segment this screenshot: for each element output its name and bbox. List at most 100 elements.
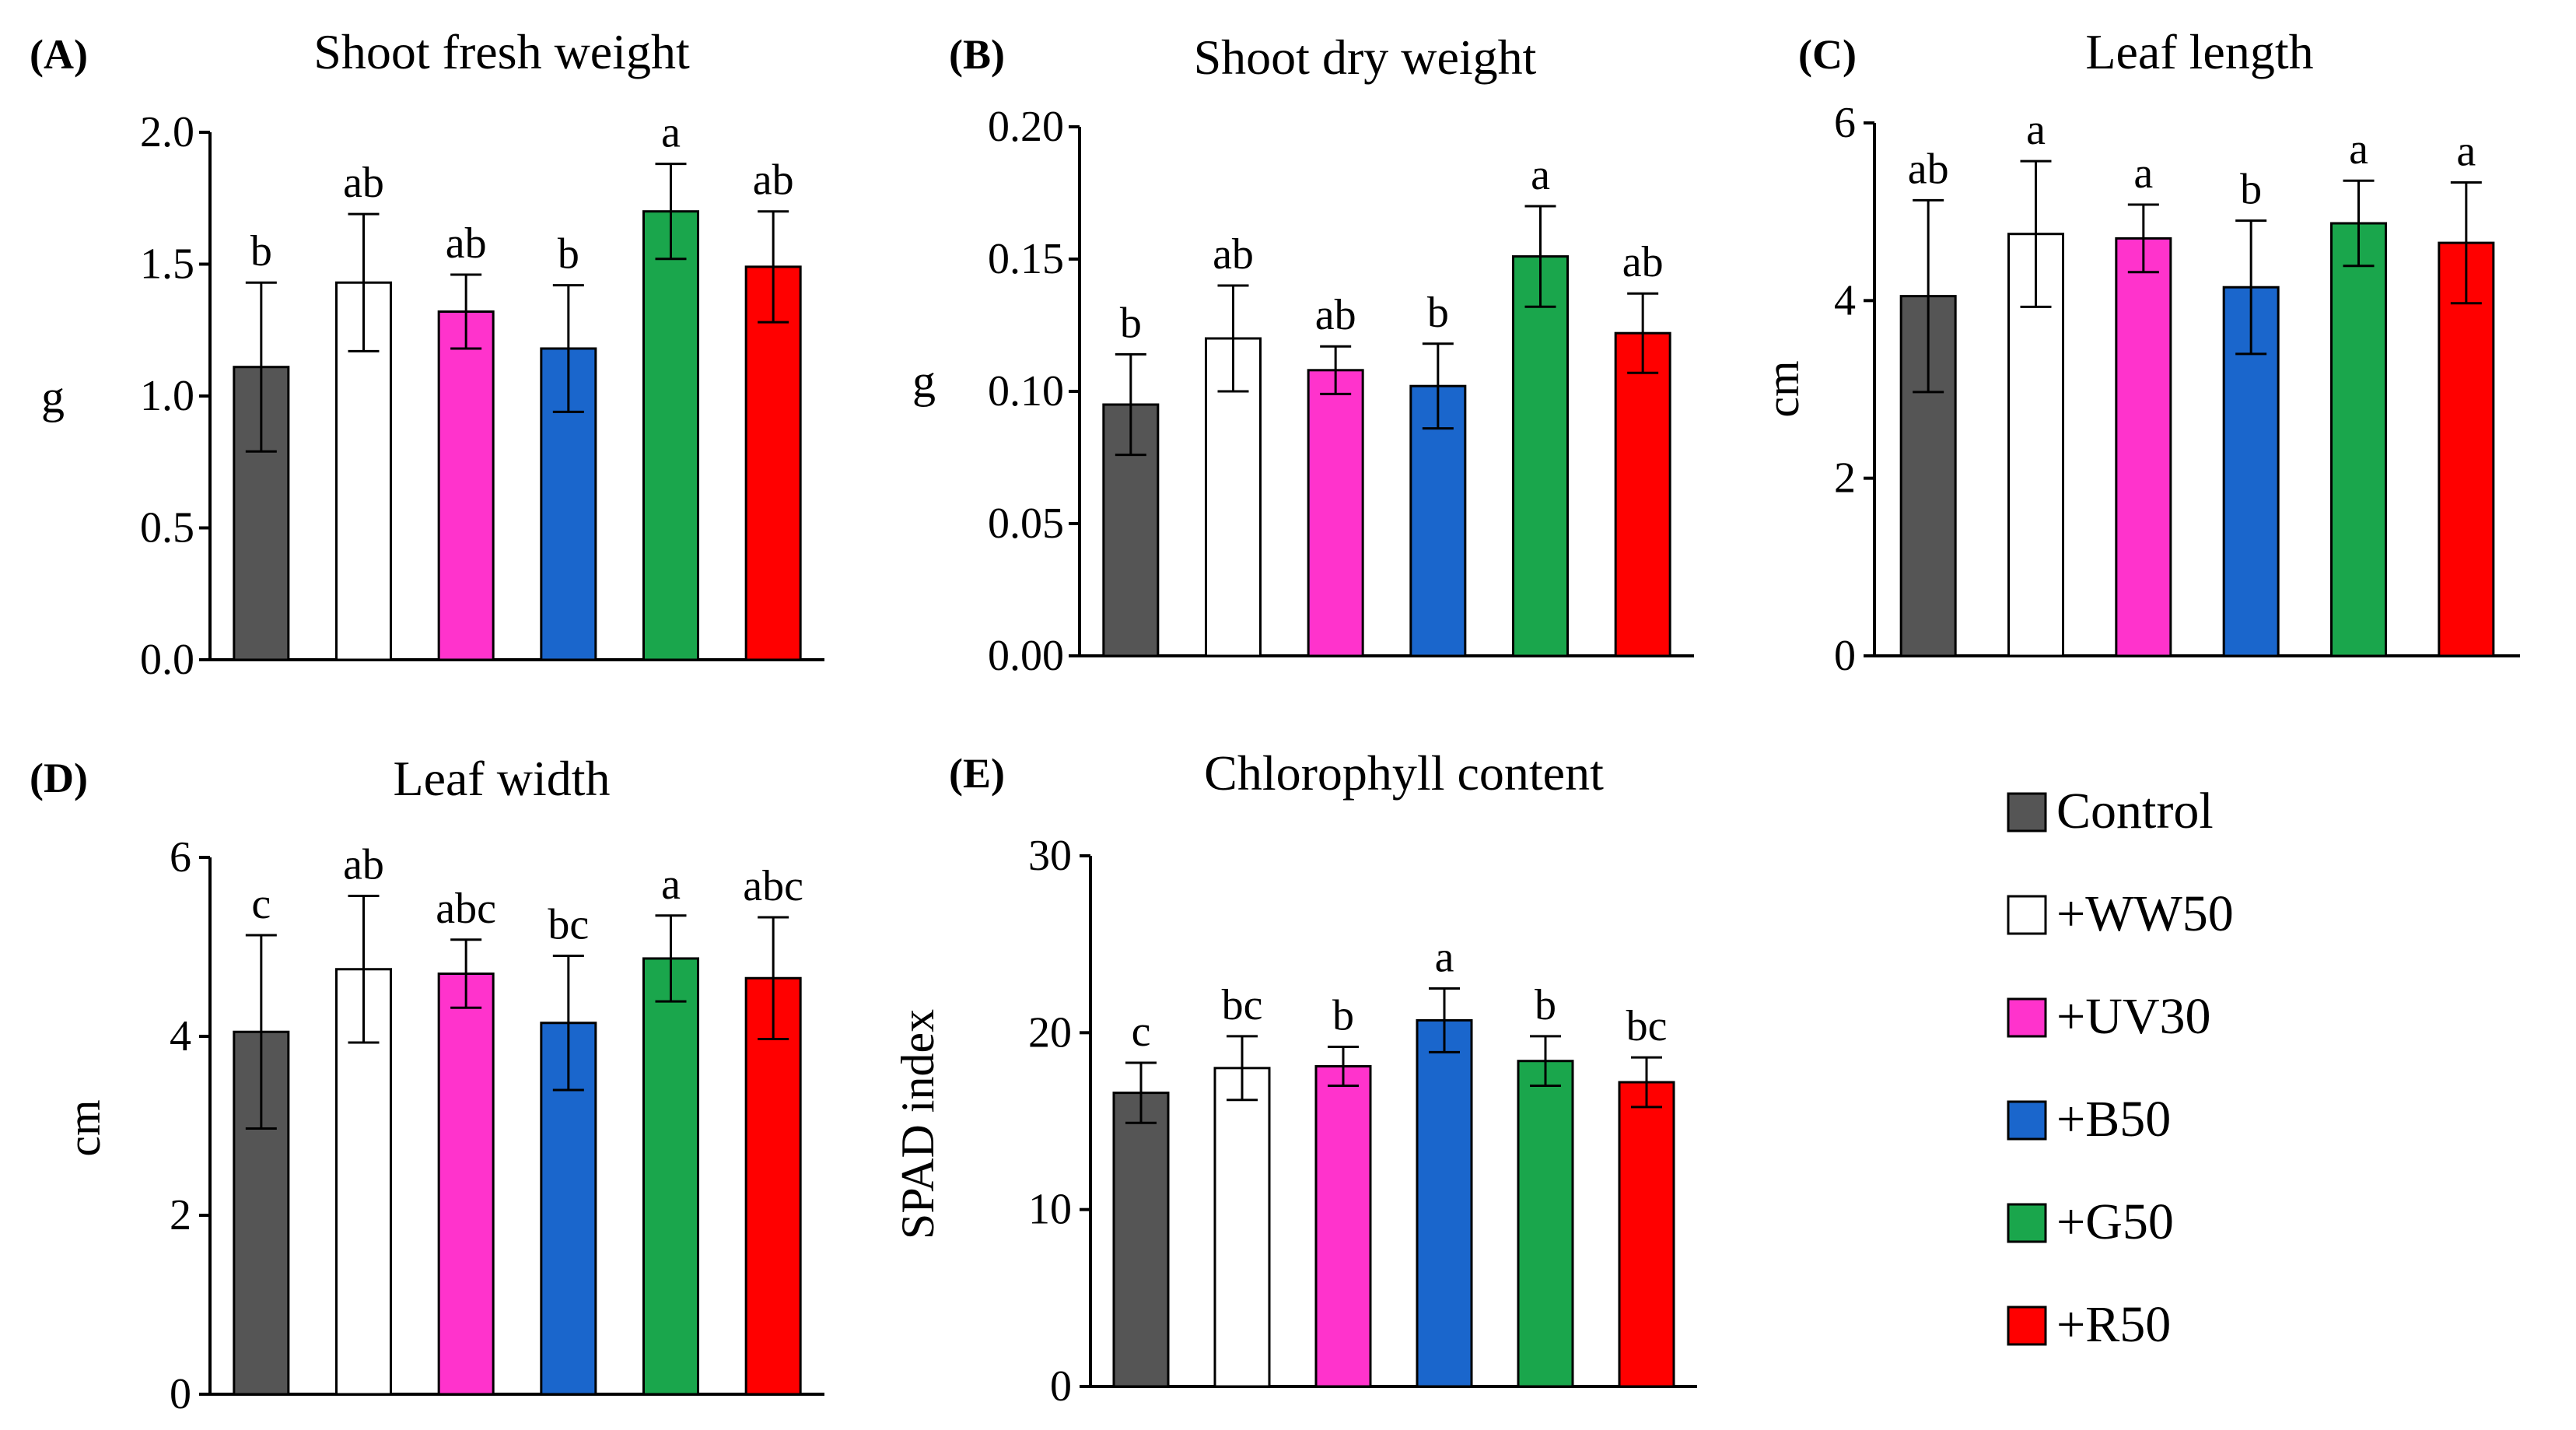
legend-entry: +R50 (2007, 1296, 2171, 1353)
bar-uv30 (437, 973, 495, 1396)
bar-ww50 (1213, 1067, 1271, 1388)
legend-entry: +WW50 (2007, 885, 2234, 942)
significance-label: b (558, 230, 579, 279)
y-tick-label: 6 (1834, 99, 1856, 147)
y-tick-label: 0.0 (140, 636, 194, 684)
y-axis-label: cm (58, 1099, 110, 1156)
bar-g50 (642, 957, 699, 1396)
y-tick-label: 20 (1028, 1008, 1072, 1057)
y-axis-label: g (912, 356, 936, 407)
bar-b50 (1416, 1018, 1473, 1388)
y-axis-label: cm (1757, 360, 1808, 417)
y-tick-label: 0.00 (988, 632, 1064, 680)
bar-g50 (642, 210, 699, 661)
y-tick-label: 1.0 (140, 372, 194, 420)
panel-letter: (C) (1798, 31, 1857, 78)
significance-label: a (1531, 151, 1550, 199)
bar-b50 (1409, 384, 1467, 657)
significance-label: ab (446, 219, 487, 268)
bar-uv30 (2115, 237, 2172, 657)
legend-label: +WW50 (2056, 885, 2234, 942)
significance-label: ab (753, 156, 794, 205)
legend-swatch (2007, 792, 2047, 832)
bar-g50 (1517, 1060, 1574, 1388)
y-tick-label: 2 (1834, 454, 1856, 503)
chart-title: Chlorophyll content (1204, 745, 1604, 801)
legend-swatch (2007, 1203, 2047, 1243)
y-tick-label: 0.10 (988, 367, 1064, 415)
significance-label: ab (1315, 291, 1356, 339)
significance-label: c (251, 880, 271, 928)
significance-label: b (2240, 166, 2262, 214)
y-tick-label: 2 (170, 1191, 191, 1239)
bar-r50 (744, 976, 802, 1396)
legend-label: +UV30 (2056, 988, 2211, 1045)
legend-label: +G50 (2056, 1193, 2174, 1250)
y-tick-label: 4 (170, 1012, 191, 1060)
legend-label: Control (2056, 783, 2214, 839)
significance-label: bc (1626, 1002, 1668, 1050)
significance-label: a (661, 860, 681, 909)
significance-label: c (1132, 1008, 1151, 1056)
chart-title: Leaf length (2085, 24, 2313, 79)
bar-r50 (744, 265, 802, 661)
bar-uv30 (437, 310, 495, 661)
significance-label: bc (548, 901, 589, 949)
legend-swatch (2007, 1100, 2047, 1141)
bar-r50 (1618, 1081, 1675, 1388)
bar-uv30 (1307, 369, 1364, 657)
significance-label: b (1427, 289, 1449, 337)
significance-label: ab (1908, 145, 1949, 193)
panel-letter: (B) (949, 31, 1005, 78)
y-tick-label: 0.15 (988, 235, 1064, 283)
y-tick-label: 0 (170, 1370, 191, 1418)
bar-r50 (1614, 331, 1671, 657)
significance-label: a (2349, 125, 2368, 173)
y-tick-label: 0 (1834, 632, 1856, 680)
y-tick-label: 2.0 (140, 108, 194, 156)
bar-uv30 (1314, 1065, 1372, 1388)
y-tick-label: 0.5 (140, 504, 194, 552)
chart-title: Leaf width (394, 751, 611, 806)
significance-label: bc (1222, 981, 1263, 1029)
y-tick-label: 30 (1028, 832, 1072, 880)
panel-letter: (E) (949, 750, 1005, 797)
legend: Control +WW50 +UV30 +B50 +G50 +R50 (2007, 783, 2234, 1353)
y-tick-label: 1.5 (140, 240, 194, 289)
significance-label: abc (743, 862, 803, 910)
significance-label: a (661, 109, 681, 157)
y-tick-label: 0 (1050, 1362, 1072, 1411)
significance-label: ab (1622, 238, 1664, 286)
bar-g50 (1512, 255, 1569, 657)
y-axis-label: g (41, 371, 65, 422)
y-tick-label: 0.20 (988, 103, 1064, 151)
significance-label: ab (343, 840, 384, 888)
significance-label: b (1120, 299, 1142, 347)
legend-swatch (2007, 997, 2047, 1038)
bar-r50 (2438, 241, 2495, 657)
significance-label: a (2133, 149, 2153, 198)
legend-entry: +B50 (2007, 1091, 2171, 1148)
y-tick-label: 4 (1834, 276, 1856, 324)
significance-label: a (2026, 106, 2046, 154)
legend-label: +B50 (2056, 1091, 2171, 1148)
y-tick-label: 6 (170, 833, 191, 881)
significance-label: ab (1213, 230, 1254, 279)
legend-swatch (2007, 1306, 2047, 1346)
y-axis-label: SPAD index (892, 1009, 943, 1239)
panel-b: (B) Shoot dry weight g 0.00 0.05 0.10 0.15 0.20… (912, 30, 1694, 680)
chart-panels: (A) Shoot fresh weightg0.00.51.01.52.0bab… (30, 24, 2520, 1418)
panel-a: (A) Shoot fresh weightg0.00.51.01.52.0bab… (30, 24, 824, 684)
significance-label: b (1535, 981, 1556, 1029)
legend-entry: Control (2007, 783, 2214, 839)
legend-label: +R50 (2056, 1296, 2171, 1353)
panel-letter: (D) (30, 755, 88, 801)
bar-control (1112, 1092, 1170, 1388)
panel-e: (E) Chlorophyll content SPAD index 0 10 20 30 c… (892, 745, 1697, 1411)
chart-title: Shoot dry weight (1194, 30, 1537, 85)
significance-label: ab (343, 159, 384, 207)
significance-label: a (1435, 934, 1454, 982)
significance-label: a (2456, 127, 2476, 175)
